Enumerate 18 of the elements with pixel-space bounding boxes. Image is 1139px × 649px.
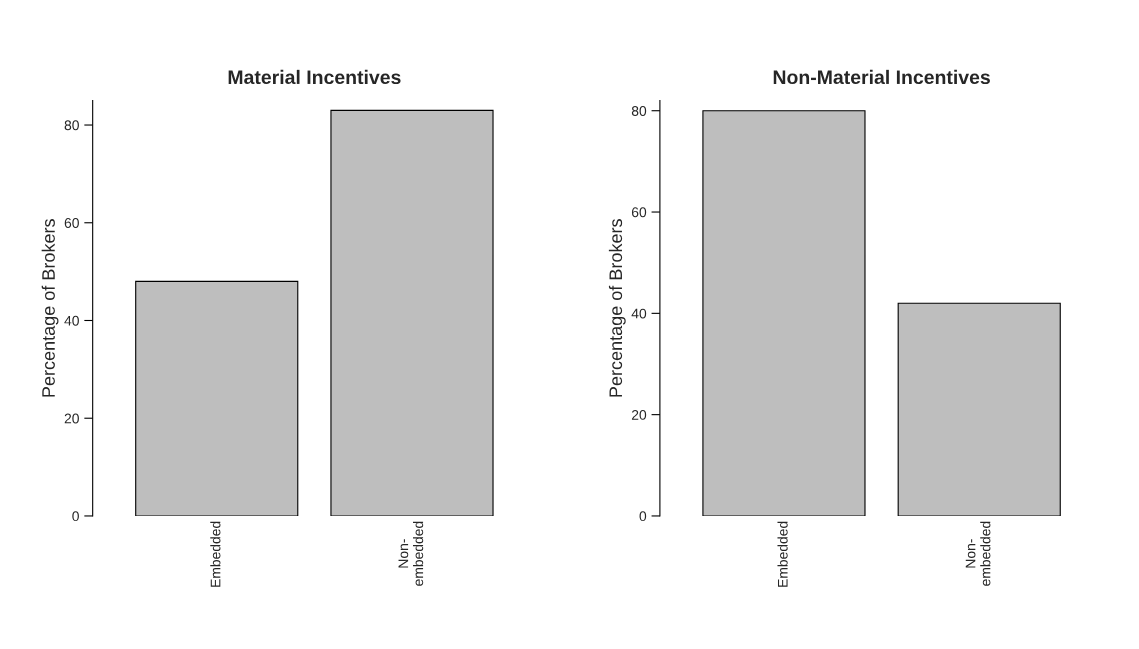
y-axis-title: Percentage of Brokers	[608, 219, 626, 397]
y-tick-label: 20	[64, 413, 79, 424]
y-tick-label: 60	[64, 218, 79, 228]
x-tick-label: Non- embedded	[398, 521, 424, 586]
y-tick-label: 40	[64, 315, 79, 326]
x-tick-label: Embedded	[777, 521, 788, 587]
y-tick-label: 20	[631, 409, 647, 420]
y-tick-label: 80	[631, 106, 647, 116]
chart-title: Non-Material Incentives	[773, 69, 990, 85]
y-tick-label: 80	[64, 120, 79, 131]
x-tick-label: Embedded	[210, 521, 221, 587]
y-tick-label: 0	[639, 511, 647, 522]
y-tick-label: 60	[631, 207, 647, 218]
x-tick-label: Non- embedded	[965, 521, 991, 586]
y-tick-label: 0	[72, 511, 79, 522]
chart-title: Material Incentives	[228, 69, 401, 85]
y-tick-label: 40	[631, 308, 647, 319]
y-axis-title: Percentage of Brokers	[41, 219, 59, 397]
